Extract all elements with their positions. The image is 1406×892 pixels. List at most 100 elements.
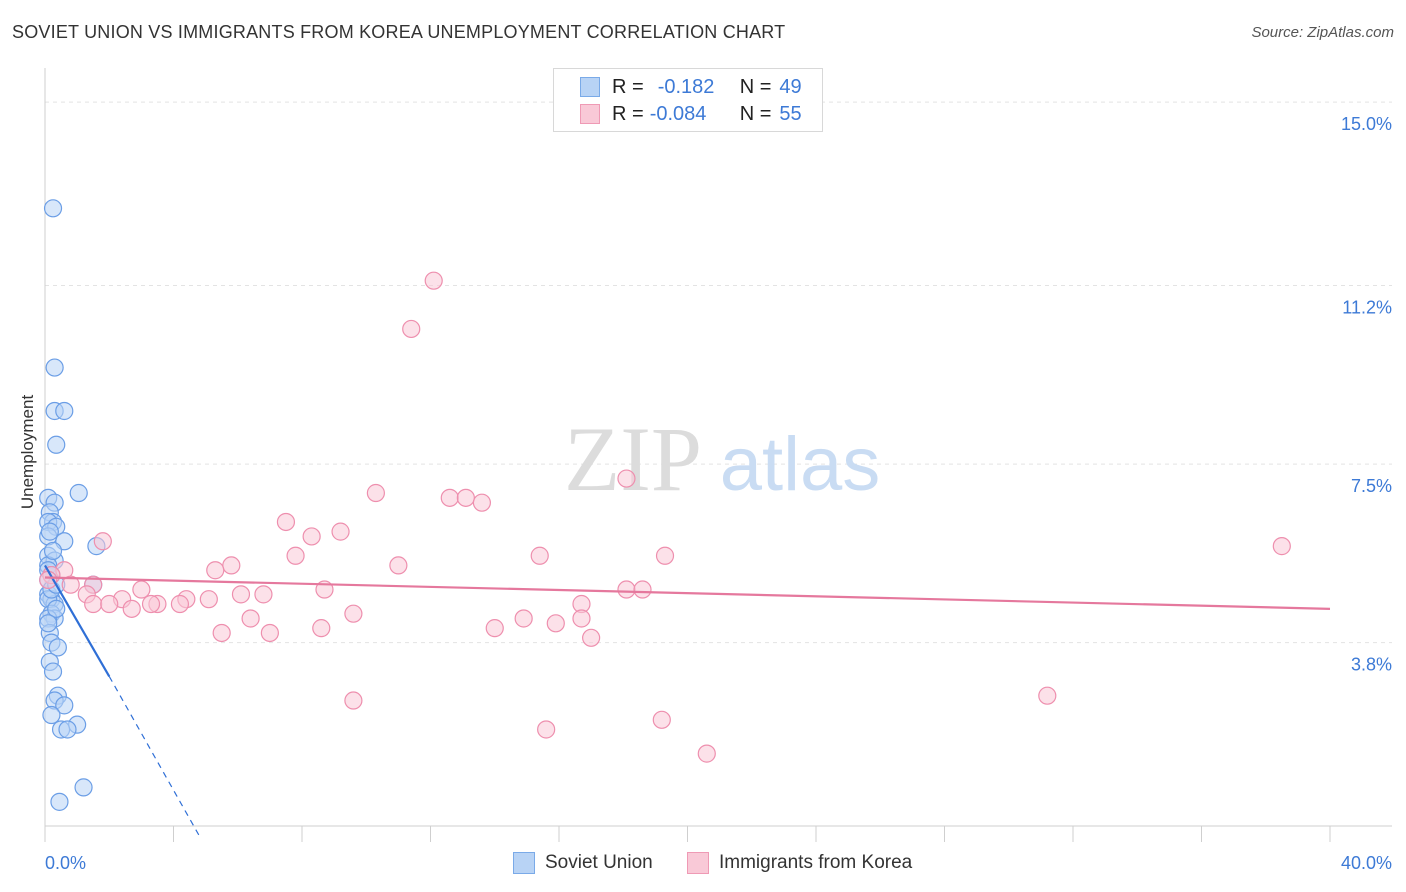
point-immigrants-from-korea: [231, 585, 251, 604]
point-immigrants-from-korea: [93, 532, 112, 551]
legend-r-value: -0.182: [657, 75, 715, 98]
trend-line-soviet-union: [44, 564, 111, 677]
point-immigrants-from-korea: [655, 546, 675, 565]
point-soviet-union: [50, 792, 69, 811]
point-immigrants-from-korea: [276, 512, 296, 532]
point-immigrants-from-korea: [389, 556, 408, 575]
point-immigrants-from-korea: [141, 594, 161, 614]
point-soviet-union: [48, 638, 67, 657]
point-immigrants-from-korea: [697, 744, 716, 763]
legend-n-value: 49: [779, 75, 802, 98]
point-immigrants-from-korea: [456, 488, 475, 507]
y-tick-label: 7.5%: [1351, 476, 1392, 496]
chart-title: SOVIET UNION VS IMMIGRANTS FROM KOREA UN…: [12, 22, 786, 42]
bottom-legend-swatch-soviet-union: [513, 852, 535, 874]
point-immigrants-from-korea: [132, 580, 151, 599]
x-tick-label-max: 40.0%: [1341, 853, 1392, 873]
point-immigrants-from-korea: [212, 623, 231, 643]
bottom-legend-label: Soviet Union: [545, 852, 653, 873]
point-soviet-union: [55, 401, 74, 421]
point-immigrants-from-korea: [572, 609, 591, 628]
point-immigrants-from-korea: [222, 556, 241, 575]
legend-r-label: R =: [612, 75, 644, 98]
point-soviet-union: [69, 483, 88, 503]
point-soviet-union: [45, 358, 64, 377]
y-axis-label: Unemployment: [18, 395, 37, 510]
point-soviet-union: [39, 614, 58, 633]
point-immigrants-from-korea: [170, 594, 190, 614]
point-immigrants-from-korea: [1272, 537, 1291, 556]
legend-n-label: N =: [739, 75, 772, 98]
point-soviet-union: [47, 435, 66, 454]
point-soviet-union: [40, 522, 59, 541]
legend-r-label: R =: [612, 102, 644, 125]
watermark-atlas: atlas: [720, 422, 881, 507]
point-immigrants-from-korea: [472, 493, 491, 512]
y-tick-label: 15.0%: [1341, 114, 1392, 134]
point-soviet-union: [43, 662, 63, 681]
point-immigrants-from-korea: [312, 619, 331, 638]
point-immigrants-from-korea: [260, 623, 279, 643]
legend-swatch-immigrants-from-korea: [580, 104, 600, 124]
point-immigrants-from-korea: [440, 488, 459, 507]
trend-lines: [44, 564, 1331, 836]
point-soviet-union: [47, 599, 66, 618]
point-immigrants-from-korea: [652, 710, 671, 729]
point-immigrants-from-korea: [537, 720, 556, 739]
trend-line-immigrants-from-korea: [44, 576, 1331, 610]
point-immigrants-from-korea: [514, 609, 533, 628]
point-immigrants-from-korea: [122, 599, 141, 618]
point-immigrants-from-korea: [1038, 686, 1057, 705]
point-immigrants-from-korea: [254, 585, 273, 604]
point-immigrants-from-korea: [633, 580, 652, 599]
point-immigrants-from-korea: [546, 614, 565, 633]
x-tick-label-min: 0.0%: [45, 853, 86, 873]
point-immigrants-from-korea: [582, 628, 601, 647]
point-immigrants-from-korea: [199, 590, 218, 609]
point-soviet-union: [74, 778, 93, 797]
point-immigrants-from-korea: [84, 594, 103, 614]
point-immigrants-from-korea: [331, 522, 350, 541]
legend: R = -0.182 N = 49 R = -0.084 N = 55: [553, 68, 823, 132]
point-immigrants-from-korea: [617, 469, 636, 488]
point-soviet-union: [43, 199, 63, 218]
point-immigrants-from-korea: [286, 546, 305, 565]
point-soviet-union: [58, 720, 77, 739]
grid: [45, 101, 1392, 644]
axis-labels: 3.8% 7.5% 11.2% 15.0% 0.0% 40.0% Unemployment: [18, 114, 1392, 873]
y-tick-label: 3.8%: [1351, 655, 1392, 675]
legend-r-value: -0.084: [649, 102, 707, 125]
legend-row-soviet-union: R = -0.182 N = 49: [580, 74, 802, 100]
point-immigrants-from-korea: [424, 271, 443, 290]
point-soviet-union: [43, 541, 63, 561]
point-immigrants-from-korea: [617, 580, 636, 599]
point-immigrants-from-korea: [344, 691, 363, 710]
point-immigrants-from-korea: [530, 546, 549, 565]
point-soviet-union: [55, 696, 74, 715]
y-tick-label: 11.2%: [1342, 298, 1392, 318]
point-immigrants-from-korea: [344, 604, 363, 623]
point-immigrants-from-korea: [402, 319, 421, 339]
bottom-legend-immigrants-from-korea: Immigrants from Korea: [687, 852, 912, 874]
bottom-legend-soviet-union: Soviet Union: [513, 852, 653, 874]
watermark-zip: ZIP: [564, 408, 702, 510]
point-immigrants-from-korea: [241, 609, 260, 628]
watermark: ZIP atlas: [564, 408, 880, 510]
legend-n-value: 55: [779, 102, 802, 125]
legend-swatch-soviet-union: [580, 77, 600, 97]
trend-line-soviet-union-extension: [108, 676, 200, 836]
bottom-legend-swatch-immigrants-from-korea: [687, 852, 709, 874]
point-immigrants-from-korea: [302, 527, 321, 546]
source-label: Source: ZipAtlas.com: [1251, 24, 1394, 41]
legend-row-immigrants-from-korea: R = -0.084 N = 55: [580, 101, 802, 127]
point-immigrants-from-korea: [61, 575, 80, 594]
point-immigrants-from-korea: [485, 619, 504, 638]
bottom-legend-label: Immigrants from Korea: [719, 852, 913, 873]
point-soviet-union: [42, 705, 61, 725]
point-immigrants-from-korea: [206, 561, 225, 580]
legend-n-label: N =: [739, 102, 772, 125]
point-immigrants-from-korea: [100, 594, 119, 614]
point-immigrants-from-korea: [366, 483, 385, 503]
axes: [44, 68, 1392, 842]
